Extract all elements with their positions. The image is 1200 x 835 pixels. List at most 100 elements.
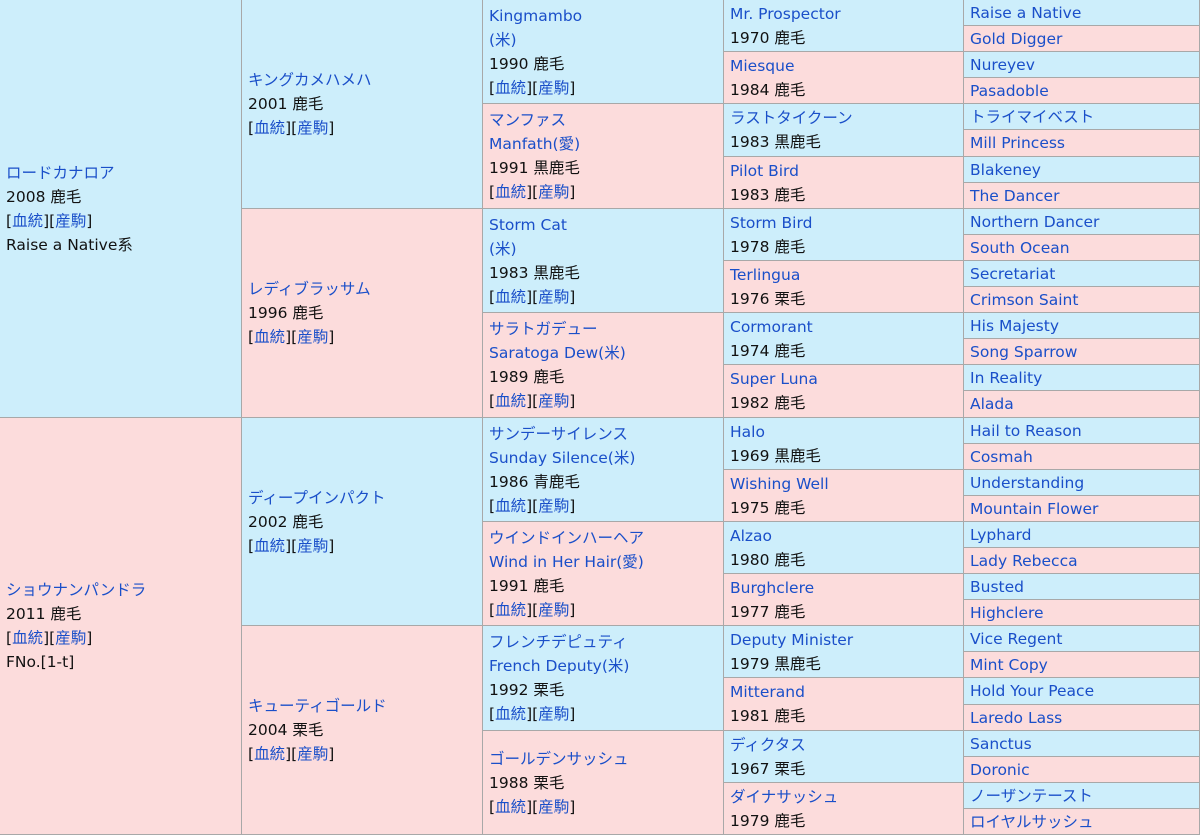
- horse-name[interactable]: Laredo Lass: [970, 708, 1063, 727]
- horse-name[interactable]: His Majesty: [970, 316, 1060, 335]
- progeny-link[interactable]: 産駒: [297, 536, 329, 555]
- pedigree-link[interactable]: 血統: [254, 119, 286, 137]
- progeny-link[interactable]: 産駒: [538, 705, 570, 723]
- horse-name[interactable]: フレンチデピュティ: [489, 633, 628, 651]
- horse-name[interactable]: Cosmah: [970, 447, 1033, 466]
- pedigree-link[interactable]: 血統: [495, 287, 527, 306]
- horse-name[interactable]: Terlingua: [730, 265, 801, 284]
- horse-name[interactable]: Deputy Minister: [730, 630, 854, 649]
- progeny-link[interactable]: 産駒: [297, 745, 329, 763]
- horse-name[interactable]: キングカメハメハ: [248, 71, 372, 89]
- pedigree-link[interactable]: 血統: [495, 705, 527, 723]
- horse-name[interactable]: Alada: [970, 395, 1014, 413]
- horse-name[interactable]: Storm Cat: [489, 215, 567, 234]
- horse-name[interactable]: ゴールデンサッシュ: [489, 749, 629, 768]
- horse-name[interactable]: Understanding: [970, 473, 1085, 492]
- horse-name[interactable]: Hold Your Peace: [970, 682, 1095, 700]
- pedigree-link[interactable]: 血統: [495, 797, 527, 816]
- pedigree-link[interactable]: 血統: [495, 78, 527, 97]
- horse-name[interactable]: サンデーサイレンス: [489, 424, 628, 443]
- pedigree-link[interactable]: 血統: [254, 536, 286, 555]
- horse-name[interactable]: レディブラッサム: [248, 280, 371, 298]
- pedigree-link[interactable]: 血統: [495, 183, 527, 201]
- horse-name[interactable]: South Ocean: [970, 238, 1070, 257]
- horse-name[interactable]: Mr. Prospector: [730, 4, 841, 23]
- horse-name[interactable]: Cormorant: [730, 317, 813, 336]
- horse-name[interactable]: Lyphard: [970, 525, 1032, 544]
- horse-name[interactable]: Sanctus: [970, 734, 1032, 753]
- horse-alt-name[interactable]: (米): [489, 239, 517, 258]
- horse-name[interactable]: Song Sparrow: [970, 342, 1078, 361]
- horse-name[interactable]: Alzao: [730, 526, 773, 545]
- horse-name[interactable]: サラトガデュー: [489, 320, 598, 338]
- horse-name[interactable]: Vice Regent: [970, 629, 1063, 648]
- horse-name[interactable]: ダイナサッシュ: [730, 787, 839, 806]
- horse-name[interactable]: Mitterand: [730, 683, 805, 701]
- horse-name[interactable]: In Reality: [970, 368, 1043, 387]
- horse-name[interactable]: Hail to Reason: [970, 421, 1082, 440]
- horse-name[interactable]: Miesque: [730, 56, 795, 75]
- horse-name[interactable]: ロードカナロア: [6, 163, 115, 182]
- horse-name[interactable]: Busted: [970, 577, 1024, 596]
- horse-name[interactable]: Secretariat: [970, 264, 1056, 283]
- pedigree-link[interactable]: 血統: [495, 496, 527, 515]
- horse-name[interactable]: マンファス: [489, 111, 567, 129]
- horse-name[interactable]: Crimson Saint: [970, 290, 1079, 309]
- horse-name[interactable]: The Dancer: [970, 186, 1060, 205]
- horse-name[interactable]: Halo: [730, 422, 765, 441]
- horse-name[interactable]: Blakeney: [970, 160, 1041, 179]
- horse-alt-name[interactable]: Wind in Her Hair(愛): [489, 552, 644, 571]
- horse-name[interactable]: Pilot Bird: [730, 161, 799, 180]
- progeny-link[interactable]: 産駒: [297, 328, 329, 346]
- info-line: 1991 鹿毛: [489, 574, 717, 598]
- horse-name[interactable]: Mill Princess: [970, 134, 1066, 152]
- horse-alt-name[interactable]: Manfath(愛): [489, 135, 581, 153]
- progeny-link[interactable]: 産駒: [538, 392, 570, 410]
- horse-name[interactable]: ディクタス: [730, 735, 806, 754]
- horse-name[interactable]: Raise a Native: [970, 3, 1082, 22]
- pedigree-link[interactable]: 血統: [12, 629, 44, 647]
- progeny-link[interactable]: 産駒: [538, 78, 570, 97]
- birth-year-color: 1984 鹿毛: [730, 80, 806, 99]
- progeny-link[interactable]: 産駒: [538, 600, 570, 619]
- horse-alt-name[interactable]: (米): [489, 30, 517, 49]
- progeny-link[interactable]: 産駒: [297, 119, 329, 137]
- progeny-link[interactable]: 産駒: [538, 496, 570, 515]
- pedigree-link[interactable]: 血統: [254, 745, 286, 763]
- horse-name[interactable]: Highclere: [970, 603, 1044, 622]
- pedigree-link[interactable]: 血統: [12, 211, 44, 230]
- horse-name[interactable]: Nureyev: [970, 55, 1035, 74]
- pedigree-link[interactable]: 血統: [495, 392, 527, 410]
- horse-name[interactable]: ウインドインハーヘア: [489, 528, 645, 547]
- horse-name[interactable]: Burghclere: [730, 578, 815, 597]
- horse-alt-name[interactable]: French Deputy(米): [489, 657, 630, 675]
- horse-name[interactable]: トライマイベスト: [970, 107, 1095, 126]
- horse-name[interactable]: ラストタイクーン: [730, 109, 853, 127]
- horse-name[interactable]: ロイヤルサッシュ: [970, 812, 1094, 831]
- horse-name[interactable]: Super Luna: [730, 370, 818, 388]
- horse-name[interactable]: キューティゴールド: [248, 697, 387, 715]
- progeny-link[interactable]: 産駒: [538, 287, 570, 306]
- horse-name[interactable]: ディープインパクト: [248, 488, 386, 507]
- horse-name[interactable]: ショウナンパンドラ: [6, 581, 147, 599]
- horse-alt-name[interactable]: Sunday Silence(米): [489, 448, 636, 467]
- pedigree-link[interactable]: 血統: [254, 328, 286, 346]
- name-line: ダイナサッシュ: [730, 785, 957, 809]
- horse-name[interactable]: Kingmambo: [489, 6, 583, 25]
- horse-name[interactable]: Northern Dancer: [970, 212, 1100, 231]
- horse-alt-name[interactable]: Saratoga Dew(米): [489, 344, 626, 362]
- progeny-link[interactable]: 産駒: [55, 211, 87, 230]
- horse-name[interactable]: Mountain Flower: [970, 499, 1099, 518]
- horse-name[interactable]: Storm Bird: [730, 213, 813, 232]
- horse-name[interactable]: Lady Rebecca: [970, 551, 1078, 570]
- horse-name[interactable]: Wishing Well: [730, 474, 829, 493]
- horse-name[interactable]: Gold Digger: [970, 29, 1063, 48]
- horse-name[interactable]: ノーザンテースト: [970, 786, 1093, 805]
- pedigree-link[interactable]: 血統: [495, 600, 527, 619]
- progeny-link[interactable]: 産駒: [538, 797, 570, 816]
- progeny-link[interactable]: 産駒: [538, 183, 570, 201]
- progeny-link[interactable]: 産駒: [55, 629, 87, 647]
- horse-name[interactable]: Doronic: [970, 760, 1030, 779]
- horse-name[interactable]: Mint Copy: [970, 655, 1048, 674]
- horse-name[interactable]: Pasadoble: [970, 81, 1049, 100]
